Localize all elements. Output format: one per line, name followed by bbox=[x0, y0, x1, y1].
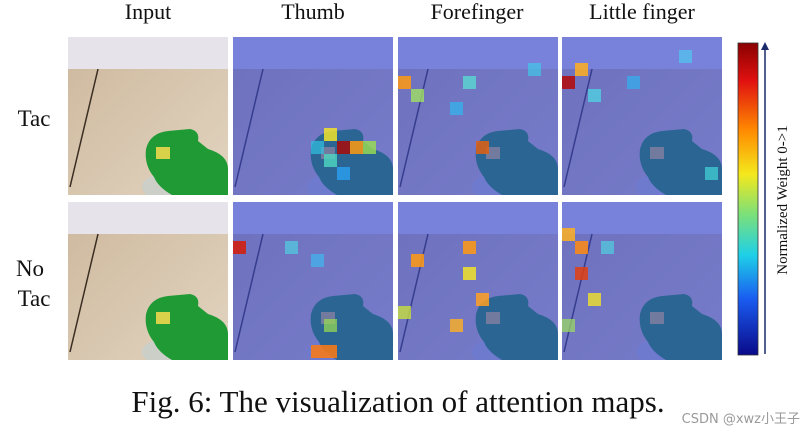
column-headers: Input Thumb Forefinger Little finger bbox=[125, 0, 696, 24]
watermark: CSDN @xwz小王子 bbox=[682, 412, 800, 427]
attention-map bbox=[398, 202, 558, 366]
attention-map bbox=[233, 202, 393, 366]
row-label: No bbox=[16, 256, 44, 281]
attention-map bbox=[233, 37, 393, 201]
image-panel bbox=[68, 202, 228, 366]
attention-map bbox=[398, 37, 558, 201]
column-header: Little finger bbox=[589, 0, 695, 24]
image-panel bbox=[68, 37, 228, 201]
row-label: Tac bbox=[18, 106, 51, 131]
row-label: Tac bbox=[18, 286, 51, 311]
colorbar: Normalized Weight 0->1 bbox=[737, 42, 791, 356]
row-labels: Tac No Tac bbox=[16, 106, 51, 311]
colorbar-label: Normalized Weight 0->1 bbox=[775, 125, 791, 274]
caption: Fig. 6: The visualization of attention m… bbox=[131, 384, 664, 419]
column-header: Input bbox=[125, 0, 171, 24]
column-header: Forefinger bbox=[431, 0, 525, 24]
attention-map bbox=[562, 37, 722, 201]
attention-map bbox=[562, 202, 722, 366]
column-header: Thumb bbox=[281, 0, 345, 24]
